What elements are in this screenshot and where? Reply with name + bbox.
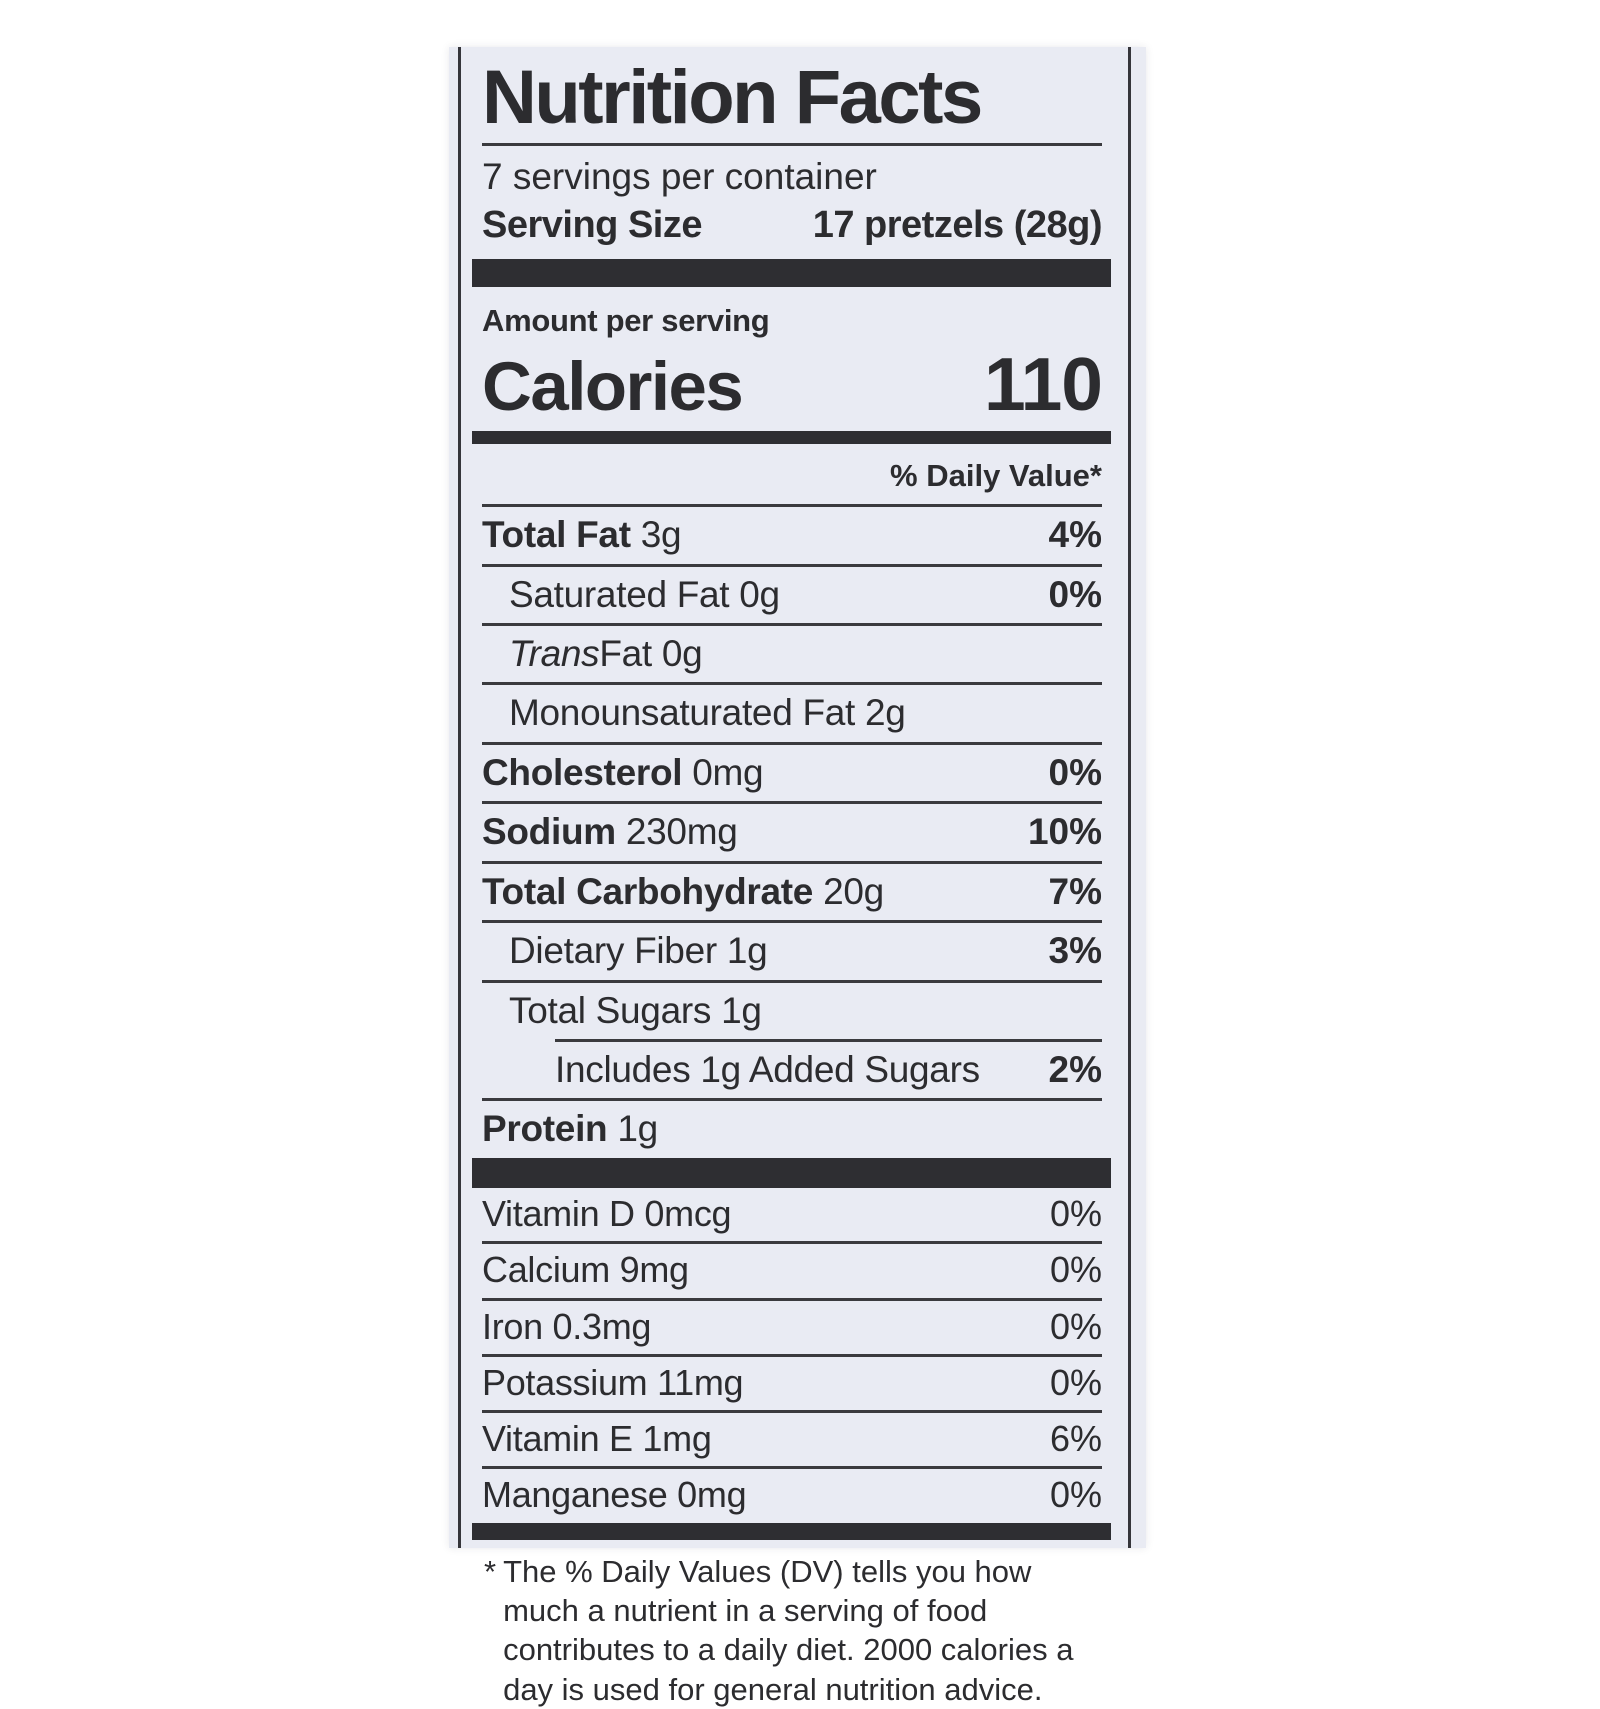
nutrient-table: Total Fat 3g 4% Saturated Fat 0g 0% Tran… [482,504,1102,1158]
label-title: Nutrition Facts [482,55,983,140]
nutrition-label: Nutrition Facts 7 servings per container… [449,47,1146,1707]
separator-bar-footnote [472,1522,1111,1540]
nutrient-name: Vitamin D [482,1192,635,1234]
nutrient-amount: 2g [865,692,906,734]
nutrient-dv: 7% [1048,870,1102,912]
nutrient-name: Fat [599,632,652,674]
nutrient-dv: 0% [1048,573,1102,615]
daily-value-header: % Daily Value* [890,458,1102,494]
calories-value: 110 [984,342,1103,427]
nutrient-name-italic: Trans [509,632,600,674]
footnote-asterisk: * [484,1553,497,1589]
nutrient-dv: 10% [1027,811,1102,853]
nutrient-dv: 0% [1049,1192,1102,1234]
nutrient-amount: 1g [726,930,768,972]
nutrient-row-sodium: Sodium 230mg 10% [482,801,1102,860]
nutrient-name: Includes 1g Added Sugars [555,1049,980,1090]
nutrient-dv: 0% [1049,1249,1102,1291]
micronutrient-row-vitamin-e: Vitamin E 1mg 6% [482,1410,1102,1466]
nutrient-name: Saturated Fat [509,573,730,615]
nutrient-amount: 0.3mg [552,1305,652,1347]
nutrient-dv: 0% [1049,1361,1102,1403]
nutrient-row-total-fat: Total Fat 3g 4% [482,504,1102,563]
micronutrient-row-calcium: Calcium 9mg 0% [482,1241,1102,1297]
nutrient-dv: 2% [1048,1049,1102,1090]
nutrient-amount: 20g [823,870,884,912]
nutrient-name: Monounsaturated Fat [509,692,856,734]
nutrition-label-box: Nutrition Facts 7 servings per container… [458,47,1131,1707]
micronutrient-table: Vitamin D 0mcg 0% Calcium 9mg 0% Iron 0.… [482,1188,1102,1523]
nutrient-name: Vitamin E [482,1418,633,1460]
nutrient-row-dietary-fiber: Dietary Fiber 1g 3% [482,920,1102,979]
nutrient-amount: 230mg [625,811,738,853]
nutrient-row-protein: Protein 1g [482,1098,1102,1157]
calories-row: Calories 110 [482,341,1103,427]
nutrient-amount: 9mg [619,1249,689,1291]
nutrient-amount: 1g [617,1108,658,1150]
nutrient-name: Dietary Fiber [509,930,717,972]
title-rule [482,142,1102,146]
micronutrient-row-potassium: Potassium 11mg 0% [482,1353,1102,1410]
nutrient-dv: 0% [1049,1305,1102,1347]
nutrient-name: Protein [482,1108,608,1150]
micronutrient-row-iron: Iron 0.3mg 0% [482,1297,1102,1354]
footnote-text: The % Daily Values (DV) tells you how mu… [503,1553,1074,1707]
nutrient-dv: 0% [1049,1474,1102,1516]
serving-size-row: Serving Size 17 pretzels (28g) [482,204,1103,259]
nutrient-name: Cholesterol [482,751,683,793]
nutrient-name: Total Carbohydrate [482,870,814,912]
calories-separator-bar [472,431,1111,445]
nutrient-row-added-sugars: Includes 1g Added Sugars 2% [555,1039,1102,1098]
serving-size-label: Serving Size [482,204,702,247]
serving-size-value: 17 pretzels (28g) [812,204,1103,247]
footnote: * The % Daily Values (DV) tells you how … [482,1540,1102,1709]
nutrient-dv: 6% [1049,1418,1102,1460]
nutrient-row-saturated-fat: Saturated Fat 0g 0% [482,563,1102,623]
nutrient-name: Iron [482,1305,543,1347]
nutrient-amount: 0g [739,573,780,615]
nutrient-amount: 0mg [677,1474,747,1516]
nutrient-amount: 3g [640,514,682,556]
nutrient-row-monounsaturated-fat: Monounsaturated Fat 2g [482,682,1102,741]
nutrient-amount: 11mg [657,1361,744,1403]
nutrient-name: Sodium [482,811,616,853]
nutrient-dv: 3% [1048,930,1102,972]
nutrient-amount: 1mg [642,1418,712,1460]
nutrient-row-total-sugars: Total Sugars 1g [482,979,1102,1039]
nutrient-amount: 1g [721,989,762,1031]
micronutrient-row-vitamin-d: Vitamin D 0mcg 0% [482,1188,1102,1241]
amount-per-serving-label: Amount per serving [482,303,770,339]
nutrient-name: Calcium [482,1249,610,1291]
nutrient-amount: 0mcg [644,1192,732,1234]
nutrient-dv: 4% [1048,514,1102,556]
calories-label: Calories [482,348,744,426]
nutrient-row-trans-fat: TransFat 0g [482,622,1102,682]
nutrient-amount: 0mg [692,751,764,793]
nutrient-row-total-carbohydrate: Total Carbohydrate 20g 7% [482,860,1102,920]
separator-bar-thick [472,259,1111,288]
nutrient-amount: 0g [661,632,703,674]
nutrient-dv: 0% [1048,751,1102,793]
servings-per-container: 7 servings per container [482,155,877,197]
nutrient-name: Total Sugars [509,989,712,1031]
nutrient-row-cholesterol: Cholesterol 0mg 0% [482,741,1102,801]
micronutrient-row-manganese: Manganese 0mg 0% [482,1466,1102,1522]
separator-bar-protein [472,1157,1111,1188]
nutrient-name: Total Fat [482,514,631,556]
nutrient-name: Potassium [482,1361,648,1403]
nutrient-name: Manganese [482,1474,668,1516]
